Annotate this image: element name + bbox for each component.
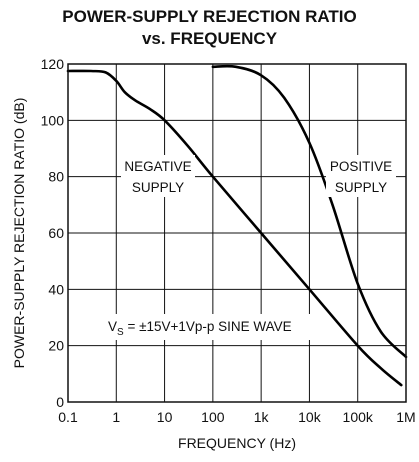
plot-frame (67, 63, 407, 403)
negative-supply-curve (66, 69, 403, 387)
x-tick-label-7: 1M (396, 409, 415, 425)
supply-voltage-annotation: VS = ±15V+1Vp-p SINE WAVE (103, 314, 313, 340)
positive-supply-label: POSITIVE SUPPLY (326, 155, 396, 197)
x-tick-label-4: 1k (254, 409, 270, 425)
x-tick-labels: 0.1 1 10 100 1k 10k 100k 1M (58, 409, 415, 425)
x-tick-label-1: 1 (112, 409, 120, 425)
positive-supply-label-line-1: POSITIVE (330, 159, 392, 174)
supply-voltage-annotation-text: VS = ±15V+1Vp-p SINE WAVE (108, 319, 292, 338)
vs-condition: = ±15V+1Vp-p SINE WAVE (124, 319, 292, 334)
negative-supply-label-bg (121, 155, 195, 197)
vs-symbol: V (108, 319, 117, 334)
y-tick-label-4: 80 (48, 169, 64, 185)
x-tick-label-5: 10k (298, 409, 322, 425)
positive-supply-label-bg (326, 155, 396, 197)
curves (66, 64, 408, 387)
positive-supply-curve (211, 64, 408, 359)
chart-title-line-2: vs. FREQUENCY (142, 29, 278, 48)
y-tick-label-6: 120 (41, 56, 65, 72)
positive-supply-label-line-2: SUPPLY (335, 180, 387, 195)
y-axis-label: POWER-SUPPLY REJECTION RATIO (dB) (11, 98, 27, 369)
negative-supply-label-line-1: NEGATIVE (124, 159, 191, 174)
x-tick-label-0: 0.1 (58, 409, 78, 425)
x-tick-label-2: 10 (157, 409, 173, 425)
chart-title-line-1: POWER-SUPPLY REJECTION RATIO (62, 7, 356, 26)
y-tick-labels: 0 20 40 60 80 100 120 (41, 56, 65, 410)
grid (67, 63, 407, 403)
y-tick-label-5: 100 (41, 112, 65, 128)
y-tick-label-1: 20 (48, 338, 64, 354)
y-tick-label-2: 40 (48, 281, 64, 297)
x-axis-label: FREQUENCY (Hz) (178, 435, 296, 451)
supply-voltage-annotation-bg (103, 314, 313, 340)
x-tick-label-6: 100k (343, 409, 374, 425)
y-tick-label-3: 60 (48, 225, 64, 241)
vs-subscript: S (117, 327, 124, 338)
negative-supply-label-line-2: SUPPLY (132, 180, 184, 195)
y-tick-label-0: 0 (56, 394, 64, 410)
negative-supply-label: NEGATIVE SUPPLY (121, 155, 195, 197)
x-tick-label-3: 100 (201, 409, 225, 425)
